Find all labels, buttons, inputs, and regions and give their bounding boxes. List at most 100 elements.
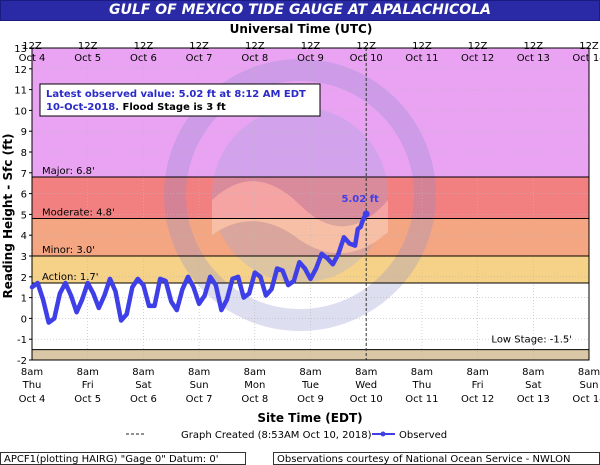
bottom-tick-date: Oct 5	[74, 394, 101, 405]
y-tick-label: 9	[21, 127, 27, 138]
bottom-tick-time: 8am	[21, 367, 43, 378]
y-tick-label: 13	[14, 44, 27, 55]
bottom-tick-time: 8am	[77, 367, 99, 378]
y-axis-label: Reading Height - Sfc (ft)	[1, 133, 15, 298]
stage-label-major: Major: 6.8'	[42, 166, 95, 177]
top-tick-time: 12Z	[356, 41, 376, 52]
footer-credit: Observations courtesy of National Ocean …	[273, 452, 600, 465]
bottom-tick-day: Sun	[579, 380, 598, 391]
bottom-tick-time: 8am	[244, 367, 266, 378]
bottom-tick-time: 8am	[578, 367, 600, 378]
top-tick-date: Oct 14	[572, 53, 600, 64]
y-tick-label: 0	[21, 314, 27, 325]
top-tick-time: 12Z	[245, 41, 265, 52]
bottom-tick-day: Fri	[82, 380, 94, 391]
chart-title: GULF OF MEXICO TIDE GAUGE AT APALACHICOL…	[0, 0, 600, 21]
bottom-tick-day: Thu	[412, 380, 432, 391]
latest-point	[362, 210, 370, 218]
top-tick-date: Oct 5	[74, 53, 101, 64]
bottom-tick-time: 8am	[188, 367, 210, 378]
bottom-tick-day: Sat	[135, 380, 151, 391]
stage-label-minor: Minor: 3.0'	[42, 245, 95, 256]
top-tick-date: Oct 9	[297, 53, 324, 64]
annotation-flood: Flood Stage is 3 ft	[119, 102, 226, 113]
bottom-tick-day: Sat	[525, 380, 541, 391]
latest-value-label: 5.02 ft	[342, 194, 380, 205]
plot-area: Major: 6.8' Moderate: 4.8' Minor: 3.0' Acti…	[14, 41, 600, 405]
top-tick-date: Oct 7	[186, 53, 213, 64]
bottom-tick-date: Oct 7	[186, 394, 213, 405]
annotation-line1: Latest observed value: 5.02 ft at 8:12 A…	[46, 89, 306, 100]
bottom-tick-date: Oct 9	[297, 394, 324, 405]
y-tick-label: 5	[21, 210, 27, 221]
top-tick-time: 12Z	[22, 41, 42, 52]
top-tick-date: Oct 8	[241, 53, 268, 64]
top-tick-date: Oct 11	[405, 53, 438, 64]
annotation-line2: 10-Oct-2018. Flood Stage is 3 ft	[46, 102, 226, 113]
bottom-tick-day: Thu	[22, 380, 42, 391]
stage-label-low: Low Stage: -1.5'	[491, 335, 572, 346]
y-tick-label: 3	[21, 252, 27, 263]
legend-observed-marker	[380, 431, 386, 437]
y-tick-label: 7	[21, 169, 27, 180]
top-tick-date: Oct 6	[130, 53, 157, 64]
y-tick-label: 8	[21, 148, 27, 159]
top-tick-time: 12Z	[78, 41, 98, 52]
bottom-tick-day: Wed	[355, 380, 377, 391]
bottom-tick-time: 8am	[466, 367, 488, 378]
bottom-tick-time: 8am	[299, 367, 321, 378]
series-observed-line	[29, 211, 369, 325]
y-tick-label: 1	[21, 294, 27, 305]
y-tick-label: 10	[14, 106, 27, 117]
y-tick-label: 4	[21, 231, 27, 242]
bottom-tick-date: Oct 14	[572, 394, 600, 405]
y-tick-label: 12	[14, 65, 27, 76]
top-tick-time: 12Z	[301, 41, 321, 52]
annotation-box	[39, 83, 321, 117]
top-tick-date: Oct 12	[461, 53, 494, 64]
top-tick-time: 12Z	[134, 41, 154, 52]
top-axis-label: Universal Time (UTC)	[230, 22, 373, 36]
top-tick-time: 12Z	[468, 41, 488, 52]
top-tick-time: 12Z	[579, 41, 599, 52]
bottom-tick-date: Oct 12	[461, 394, 494, 405]
bottom-tick-time: 8am	[522, 367, 544, 378]
plot-border	[31, 47, 590, 361]
legend: Graph Created (8:53AM Oct 10, 2018) Obse…	[126, 430, 447, 441]
top-tick-time: 12Z	[412, 41, 432, 52]
bottom-tick-time: 8am	[132, 367, 154, 378]
stage-label-action: Action: 1.7'	[42, 272, 99, 283]
bottom-tick-day: Sun	[190, 380, 209, 391]
bottom-tick-day: Fri	[472, 380, 484, 391]
y-tick-label: -1	[17, 335, 27, 346]
y-tick-label: 11	[14, 86, 27, 97]
top-tick-date: Oct 4	[19, 53, 46, 64]
x-axis-label: Site Time (EDT)	[257, 411, 362, 425]
stage-label-moderate: Moderate: 4.8'	[42, 208, 115, 219]
bottom-tick-date: Oct 10	[350, 394, 383, 405]
footer-datum: APCF1(plotting HAIRG) "Gage 0" Datum: 0'	[0, 452, 246, 465]
top-tick-time: 12Z	[524, 41, 544, 52]
y-tick-label: 6	[21, 190, 27, 201]
bottom-tick-day: Mon	[244, 380, 265, 391]
chart-svg: Universal Time (UTC) Site Time (EDT) Rea…	[1, 22, 600, 441]
y-tick-label: -2	[17, 356, 27, 367]
bottom-tick-time: 8am	[411, 367, 433, 378]
bottom-tick-date: Oct 11	[405, 394, 438, 405]
legend-observed: Observed	[399, 430, 447, 441]
top-tick-time: 12Z	[189, 41, 209, 52]
y-tick-label: 2	[21, 273, 27, 284]
legend-graph-created: Graph Created (8:53AM Oct 10, 2018)	[181, 430, 372, 441]
bottom-tick-time: 8am	[355, 367, 377, 378]
bottom-tick-date: Oct 6	[130, 394, 157, 405]
top-tick-date: Oct 10	[350, 53, 383, 64]
bottom-tick-day: Tue	[301, 380, 319, 391]
bottom-tick-date: Oct 13	[517, 394, 550, 405]
top-tick-date: Oct 13	[517, 53, 550, 64]
annotation-date: 10-Oct-2018.	[46, 102, 119, 113]
watermark-ring	[164, 59, 436, 331]
bottom-tick-date: Oct 8	[241, 394, 268, 405]
latest-value-annotation: Latest observed value: 5.02 ft at 8:12 A…	[39, 83, 321, 117]
bottom-tick-date: Oct 4	[19, 394, 46, 405]
